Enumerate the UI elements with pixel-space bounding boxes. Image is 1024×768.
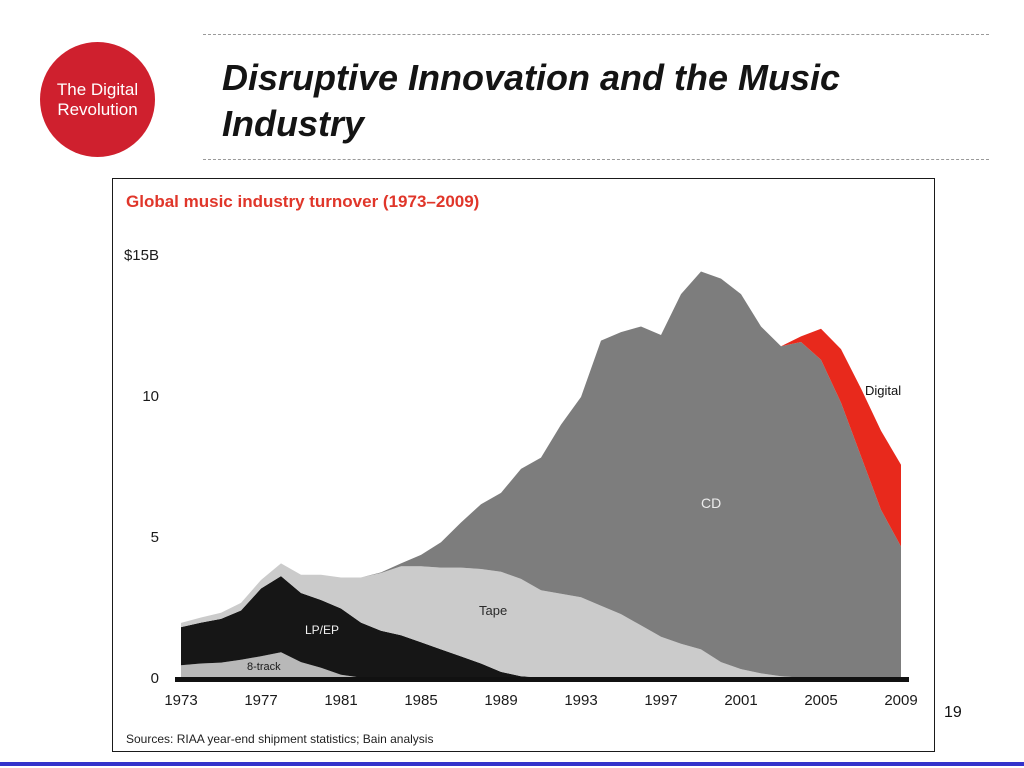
page-number: 19 bbox=[944, 704, 962, 721]
series-label-lp-ep: LP/EP bbox=[305, 623, 340, 637]
badge-line2: Revolution bbox=[57, 99, 138, 119]
x-tick-label: 1981 bbox=[324, 692, 358, 709]
x-tick-label: 1977 bbox=[244, 692, 278, 709]
y-tick-label: 5 bbox=[150, 529, 159, 546]
y-tick-label: $15B bbox=[123, 247, 159, 264]
x-tick-label: 1997 bbox=[644, 692, 678, 709]
area-eight-track bbox=[181, 652, 901, 679]
dashed-divider-top bbox=[203, 34, 989, 35]
x-axis-line bbox=[175, 677, 909, 682]
series-label-cd: CD bbox=[701, 495, 722, 511]
area-tape bbox=[181, 563, 901, 679]
y-tick-label: 0 bbox=[150, 670, 159, 687]
x-tick-label: 2009 bbox=[884, 692, 918, 709]
x-tick-label: 1973 bbox=[164, 692, 198, 709]
x-tick-label: 2001 bbox=[724, 692, 758, 709]
x-tick-label: 2005 bbox=[804, 692, 838, 709]
badge-line1: The Digital bbox=[56, 79, 139, 99]
dashed-divider-bottom bbox=[203, 159, 989, 160]
slide-title-line1: Disruptive Innovation and the Music bbox=[222, 57, 841, 98]
chart-panel: Global music industry turnover (1973–200… bbox=[112, 178, 935, 752]
x-tick-label: 1985 bbox=[404, 692, 438, 709]
series-label-tape: Tape bbox=[479, 603, 508, 618]
slide-title-line2: Industry bbox=[222, 103, 365, 144]
source-note: Sources: RIAA year-end shipment statisti… bbox=[126, 732, 434, 746]
digital-revolution-badge: The Digital Revolution bbox=[40, 42, 155, 157]
area-cd bbox=[181, 271, 901, 679]
area-lp-ep bbox=[181, 576, 901, 679]
bottom-accent-line bbox=[0, 762, 1024, 766]
chart-title: Global music industry turnover (1973–200… bbox=[126, 192, 480, 211]
x-tick-label: 1989 bbox=[484, 692, 518, 709]
series-label-eight-track: 8-track bbox=[247, 661, 281, 673]
x-tick-label: 1993 bbox=[564, 692, 598, 709]
y-tick-label: 10 bbox=[142, 388, 159, 405]
slide-title: Disruptive Innovation and the Music Indu… bbox=[222, 55, 840, 147]
turnover-chart-svg bbox=[175, 271, 909, 682]
series-label-digital: Digital bbox=[865, 383, 902, 398]
